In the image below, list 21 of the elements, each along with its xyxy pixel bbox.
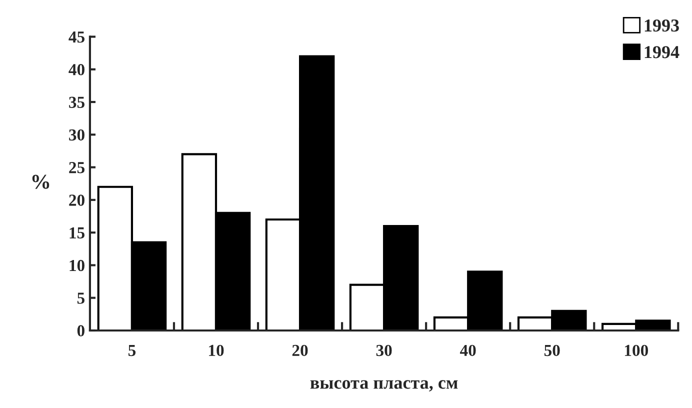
y-tick-label: 20 (69, 194, 84, 206)
legend-label: 1994 (644, 46, 680, 58)
y-axis-title: % (32, 174, 50, 189)
y-tick-label: 15 (70, 227, 84, 239)
y-tick-label: 10 (70, 260, 84, 272)
y-tick-label: 45 (68, 32, 84, 43)
x-axis-title: высота пласта, см (310, 380, 458, 392)
y-tick-label: 30 (69, 129, 84, 141)
x-tick-label: 5 (128, 345, 136, 356)
x-tick-label: 20 (292, 344, 308, 356)
x-tick-label: 40 (460, 344, 476, 356)
x-tick-label: 100 (624, 344, 648, 356)
y-tick-label: 0 (77, 325, 84, 336)
x-tick-label: 30 (376, 344, 392, 356)
y-tick-label: 40 (68, 64, 84, 76)
x-tick-label: 10 (209, 344, 224, 356)
y-tick-label: 25 (69, 162, 84, 174)
legend-label: 1993 (644, 19, 679, 32)
x-tick-label: 50 (544, 344, 560, 356)
y-tick-label: 5 (77, 292, 84, 304)
y-tick-label: 35 (69, 96, 84, 108)
